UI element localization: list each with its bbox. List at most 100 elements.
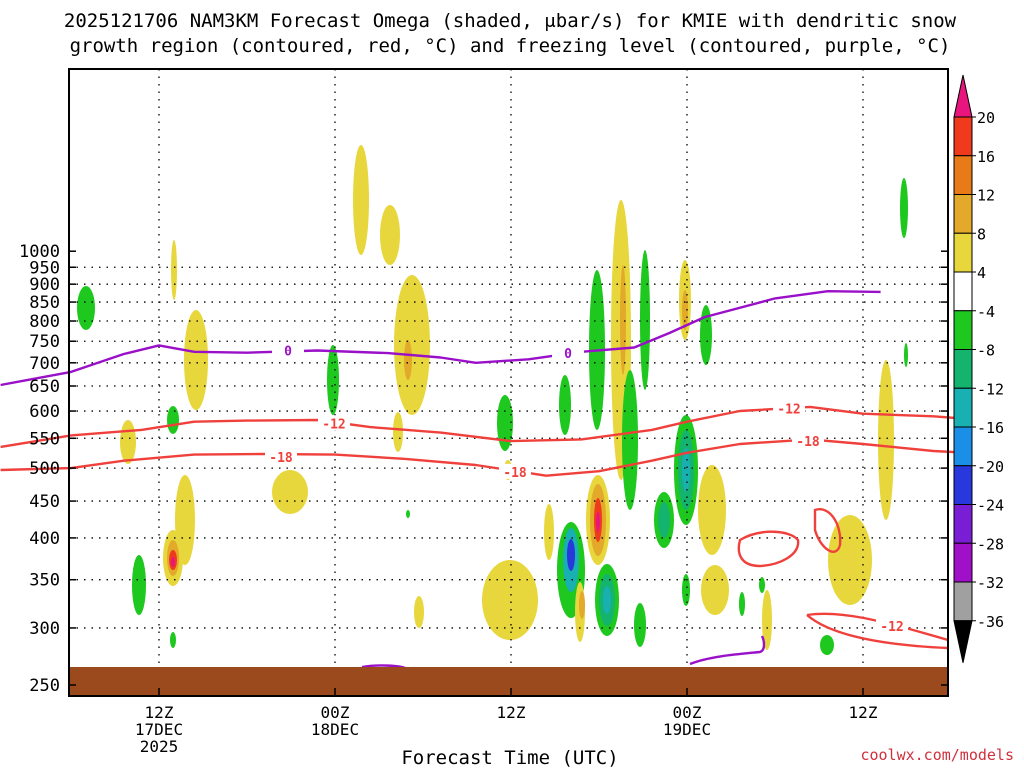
colorbar-label-11: -28	[977, 535, 1004, 553]
omega-shade-cell-15	[394, 275, 430, 415]
omega-shade-cell-12	[353, 145, 369, 255]
colorbar-label-1: 16	[977, 148, 995, 166]
colorbar-label-10: -24	[977, 497, 1004, 515]
x-tick-label-30-0: 00Z	[673, 703, 702, 722]
colorbar-bin-13	[953, 581, 973, 622]
contour-label-bg-0	[265, 449, 297, 465]
colorbar-label-13: -36	[977, 613, 1004, 631]
x-tick-label-0-1: 17DEC	[135, 720, 183, 739]
colorbar-bin-4	[953, 232, 973, 273]
omega-shade-cell-43	[622, 370, 638, 510]
colorbar-over-arrow	[953, 74, 973, 118]
omega-shade-cell-23	[482, 560, 538, 640]
contour-line-2	[0, 290, 881, 387]
colorbar-label-9: -20	[977, 458, 1004, 476]
contour-label-bg-3	[318, 415, 350, 431]
colorbar-label-12: -32	[977, 574, 1004, 592]
omega-shade-cell-4	[184, 310, 208, 410]
colorbar-label-7: -12	[977, 380, 1004, 398]
colorbar-bin-7	[953, 349, 973, 389]
omega-shade-cell-20	[406, 510, 410, 518]
contour-label-3: -12	[322, 417, 345, 432]
y-tick-label-350: 350	[29, 571, 60, 591]
omega-shade-cell-51	[700, 305, 712, 365]
contour-freezing-tail	[689, 635, 766, 666]
omega-shade-cell-30	[579, 591, 585, 619]
omega-shade-cell-42	[634, 603, 646, 647]
contour-label-bg-2	[792, 433, 824, 449]
omega-shade-cell-17	[272, 470, 308, 514]
omega-shade-cell-58	[820, 635, 834, 655]
contour-label-bg-5	[876, 618, 908, 633]
colorbar-label-3: 8	[977, 225, 986, 243]
colorbar-label-0: 20	[977, 109, 995, 127]
colorbar-bin-8	[953, 387, 973, 428]
omega-shade-cell-24	[559, 375, 571, 435]
omega-shade-cell-18	[393, 412, 403, 452]
colorbar-label-8: -16	[977, 419, 1004, 437]
y-tick-label-450: 450	[29, 492, 60, 512]
contour-label-6: 0	[284, 345, 292, 360]
omega-shade-cell-3	[167, 406, 179, 434]
colorbar-bin-12	[953, 542, 973, 583]
omega-shade-cell-9	[171, 557, 175, 567]
omega-shaded-field	[77, 145, 908, 655]
contour-label-bg-6	[272, 342, 304, 358]
colorbar-bin-2	[953, 155, 973, 195]
chart-title-line-1: 2025121706 NAM3KM Forecast Omega (shaded…	[64, 10, 957, 32]
omega-shade-cell-41	[640, 250, 650, 390]
colorbar-bin-5	[953, 271, 973, 312]
contour-label-2: -18	[796, 435, 820, 450]
y-tick-label-550: 550	[29, 429, 60, 449]
omega-shade-cell-2	[171, 240, 177, 300]
y-axis-pressure: 2503003504004505005506006507007508008509…	[19, 242, 948, 696]
omega-shade-cell-45	[658, 502, 670, 538]
y-tick-label-1000: 1000	[19, 242, 60, 262]
x-tick-label-10-1: 18DEC	[311, 720, 359, 739]
omega-shade-cell-16	[404, 340, 412, 380]
omega-shade-cell-11	[170, 632, 176, 648]
x-tick-label-0-0: 12Z	[145, 703, 174, 722]
x-tick-label-30-1: 19DEC	[663, 720, 711, 739]
contour-closed-2	[806, 612, 949, 650]
omega-shade-cell-35	[596, 512, 600, 532]
contour-line-0	[0, 438, 969, 477]
omega-shade-cell-0	[77, 286, 95, 330]
omega-shade-cell-10	[132, 555, 146, 615]
contour-label-7: 0	[564, 347, 572, 362]
omega-shade-cell-62	[904, 343, 908, 367]
omega-colorbar: 20 16 12 8 4 -4 -8 -12 -16 -20 -24 -28 -32 -36	[953, 74, 1004, 663]
y-tick-label-800: 800	[29, 312, 60, 332]
contour-label-1: -18	[503, 466, 527, 481]
omega-shade-cell-55	[739, 592, 745, 616]
omega-shade-cell-47	[682, 290, 688, 330]
omega-shade-cell-60	[878, 360, 894, 520]
y-tick-label-900: 900	[29, 275, 60, 295]
y-tick-label-400: 400	[29, 529, 60, 549]
contour-label-bg-7	[552, 345, 584, 361]
omega-shade-cell-50	[682, 448, 690, 492]
omega-shade-cell-57	[759, 577, 765, 593]
omega-shade-cell-21	[497, 395, 513, 451]
contour-label-bg-1	[499, 463, 531, 479]
x-tick-label-0-2: 2025	[140, 737, 179, 756]
contour-label-5: -12	[880, 620, 903, 635]
colorbar-bin-10	[953, 465, 973, 505]
x-tick-label-40-0: 12Z	[849, 703, 878, 722]
omega-shade-cell-1	[120, 420, 136, 464]
y-tick-label-500: 500	[29, 459, 60, 479]
colorbar-bin-6	[953, 310, 973, 350]
omega-shade-cell-56	[762, 590, 772, 650]
plot-frame	[68, 68, 949, 697]
x-axis-title: Forecast Time (UTC)	[401, 747, 618, 768]
temperature-contours: -18 -18 -18 -12 -12 -12 0 0	[0, 290, 969, 670]
y-tick-label-600: 600	[29, 402, 60, 422]
y-tick-label-650: 650	[29, 377, 60, 397]
colorbar-label-5: -4	[977, 303, 995, 321]
y-tick-label-750: 750	[29, 332, 60, 352]
contour-label-bg-4	[773, 400, 805, 416]
colorbar-bin-3	[953, 194, 973, 234]
chart-title-line-2: growth region (contoured, red, °C) and f…	[70, 35, 951, 57]
